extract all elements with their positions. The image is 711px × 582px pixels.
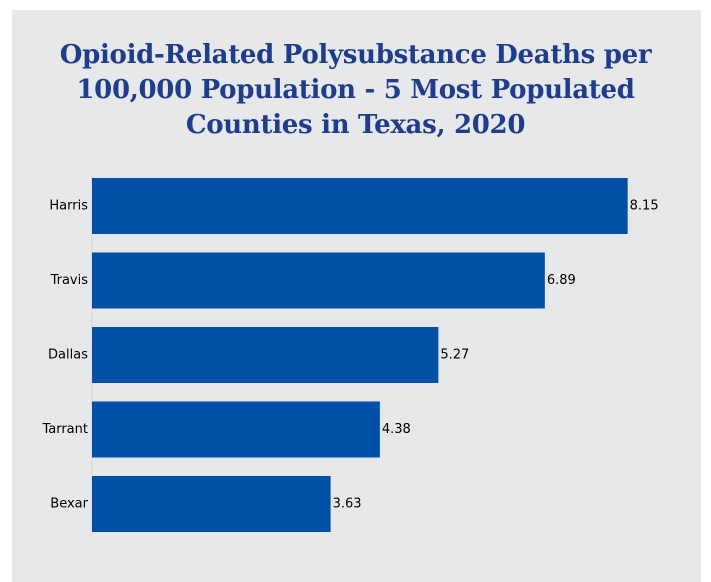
chart-title-line-3: Counties in Texas, 2020 <box>185 110 526 140</box>
category-label-dallas: Dallas <box>48 348 88 363</box>
bar-tarrant <box>92 401 380 458</box>
category-label-harris: Harris <box>49 199 88 214</box>
value-label-bexar: 3.63 <box>333 497 362 512</box>
value-label-travis: 6.89 <box>547 273 576 288</box>
bar-bexar <box>92 476 331 532</box>
value-label-tarrant: 4.38 <box>382 422 411 437</box>
bar-harris <box>92 178 628 234</box>
value-label-harris: 8.15 <box>630 199 659 214</box>
chart-title-line-1: Opioid-Related Polysubstance Deaths per <box>59 40 652 70</box>
bar-dallas <box>92 327 439 383</box>
value-label-dallas: 5.27 <box>440 348 469 363</box>
bar-travis <box>92 252 545 309</box>
plot-area: Harris 8.15 Travis 6.89 Dallas 5.27 Tarrant 4.3… <box>41 176 659 534</box>
chart-title-line-2: 100,000 Population - 5 Most Populated <box>76 75 635 105</box>
category-label-bexar: Bexar <box>50 497 88 512</box>
category-label-tarrant: Tarrant <box>41 422 88 437</box>
category-label-travis: Travis <box>50 273 89 288</box>
chart-title: Opioid-Related Polysubstance Deaths per … <box>0 38 711 143</box>
